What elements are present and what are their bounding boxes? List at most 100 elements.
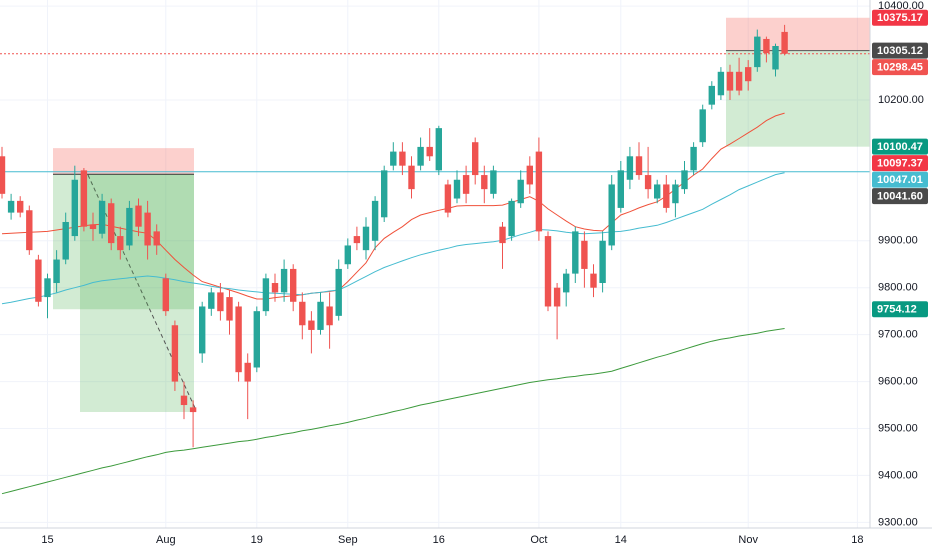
candle-body xyxy=(326,306,333,326)
candle-body xyxy=(226,297,233,321)
candle-body xyxy=(335,268,342,316)
candle-body xyxy=(208,292,215,309)
candle-body xyxy=(690,146,697,171)
candle-body xyxy=(344,245,351,265)
candle-body xyxy=(462,175,470,194)
candle-body xyxy=(626,156,634,180)
candle-body xyxy=(663,184,670,208)
candle-body xyxy=(635,156,643,176)
price-label: 10100.47 xyxy=(877,141,923,153)
x-tick-label: Oct xyxy=(530,534,547,546)
candle-body xyxy=(17,200,24,213)
candle-body xyxy=(217,292,224,312)
position-zone xyxy=(53,148,194,175)
position-zone xyxy=(726,50,870,147)
plot xyxy=(0,24,788,495)
x-tick-label: 15 xyxy=(41,534,53,546)
candle-body xyxy=(572,231,579,274)
candle-body xyxy=(317,301,324,330)
candle-body xyxy=(426,146,433,157)
candle-body xyxy=(180,395,188,406)
candle-body xyxy=(26,210,33,251)
candle-body xyxy=(745,67,752,82)
price-label-box xyxy=(872,9,928,26)
candle-body xyxy=(408,165,415,190)
candle-body xyxy=(508,200,515,237)
candle-body xyxy=(726,71,734,91)
candle-body xyxy=(371,200,379,241)
candle-body xyxy=(681,170,688,190)
x-tick-label: Nov xyxy=(738,534,758,546)
candle-body xyxy=(7,200,15,213)
candle-body xyxy=(0,156,6,194)
candle-body xyxy=(244,362,251,382)
candle-body xyxy=(290,268,297,302)
price-label: 10097.37 xyxy=(877,158,923,170)
candle-body xyxy=(544,236,552,307)
candle-body xyxy=(162,278,169,312)
candle-body xyxy=(699,109,706,143)
candle-body xyxy=(53,259,60,284)
candle-body xyxy=(117,236,124,251)
candle-body xyxy=(262,278,270,312)
candle-body xyxy=(735,71,743,91)
candle-body xyxy=(517,179,524,204)
candle-body xyxy=(35,259,42,302)
x-tick-label: 19 xyxy=(251,534,263,546)
candle-body xyxy=(399,151,406,166)
candle-body xyxy=(280,268,288,293)
candle-body xyxy=(80,170,88,227)
candle-body xyxy=(763,38,770,54)
candle-body xyxy=(362,226,370,251)
price-label-box xyxy=(872,171,928,188)
candle-body xyxy=(44,278,51,298)
price-label-box xyxy=(872,59,928,76)
y-tick-label: 9700.00 xyxy=(878,329,918,341)
candle-body xyxy=(417,146,424,166)
candle-body xyxy=(526,165,533,185)
moving-average xyxy=(1,172,785,305)
candle-body xyxy=(71,179,78,237)
candle-body xyxy=(535,151,543,232)
candle-body xyxy=(444,184,452,213)
candle-body xyxy=(235,306,242,373)
candle-body xyxy=(708,85,715,105)
price-label: 10298.45 xyxy=(877,62,923,74)
x-tick-label: Sep xyxy=(338,534,358,546)
candle-body xyxy=(199,306,206,354)
candle-body xyxy=(617,170,624,208)
y-tick-label: 10400.00 xyxy=(878,0,924,12)
candle-body xyxy=(581,240,588,269)
price-label: 9754.12 xyxy=(877,304,917,316)
axes: 10400.00 10200.00 9900.00 9800.00 9700.00 960… xyxy=(41,0,928,546)
candle-body xyxy=(654,184,661,199)
candle-body xyxy=(453,179,461,199)
candle-body xyxy=(781,31,788,54)
candle-body xyxy=(435,128,442,171)
candle-body xyxy=(644,175,652,190)
candle-body xyxy=(171,325,179,382)
x-tick-label: Aug xyxy=(156,534,176,546)
candle-body xyxy=(672,184,679,204)
candle-body xyxy=(553,287,561,307)
price-label-box xyxy=(872,42,928,59)
y-tick-label: 9800.00 xyxy=(878,282,918,294)
candle-body xyxy=(135,205,142,227)
y-tick-label: 9900.00 xyxy=(878,235,918,247)
candle-body xyxy=(590,273,597,288)
y-tick-label: 9400.00 xyxy=(878,469,918,481)
position-zone xyxy=(726,17,870,51)
candle-body xyxy=(308,320,315,330)
x-tick-label: 16 xyxy=(433,534,445,546)
candle-body xyxy=(299,301,306,326)
candle-body xyxy=(62,221,69,260)
candle-body xyxy=(563,273,570,293)
candle-body xyxy=(108,203,115,244)
price-label-box xyxy=(872,138,928,155)
candle-body xyxy=(144,212,151,246)
price-label: 10305.12 xyxy=(877,45,923,57)
candle-body xyxy=(381,170,388,218)
y-tick-label: 9600.00 xyxy=(878,375,918,387)
